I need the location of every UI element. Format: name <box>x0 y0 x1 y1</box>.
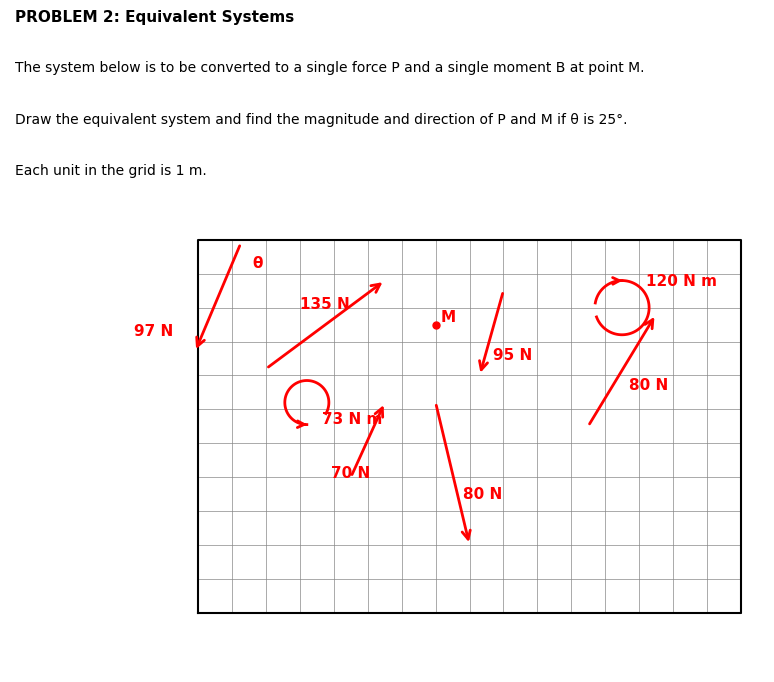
Text: M: M <box>440 310 456 325</box>
Text: Draw the equivalent system and find the magnitude and direction of P and M if θ : Draw the equivalent system and find the … <box>15 113 628 127</box>
Text: 80 N: 80 N <box>628 378 668 393</box>
Text: 97 N: 97 N <box>134 324 173 339</box>
Text: 70 N: 70 N <box>330 466 370 481</box>
Text: Each unit in the grid is 1 m.: Each unit in the grid is 1 m. <box>15 164 207 178</box>
Text: 95 N: 95 N <box>493 348 533 363</box>
Text: 80 N: 80 N <box>463 486 502 501</box>
Text: 135 N: 135 N <box>300 297 350 312</box>
Text: 120 N m: 120 N m <box>646 274 717 289</box>
Text: The system below is to be converted to a single force P and a single moment B at: The system below is to be converted to a… <box>15 61 645 75</box>
Text: θ: θ <box>252 256 263 271</box>
Text: PROBLEM 2: Equivalent Systems: PROBLEM 2: Equivalent Systems <box>15 10 295 25</box>
Text: 73 N m: 73 N m <box>322 412 382 427</box>
